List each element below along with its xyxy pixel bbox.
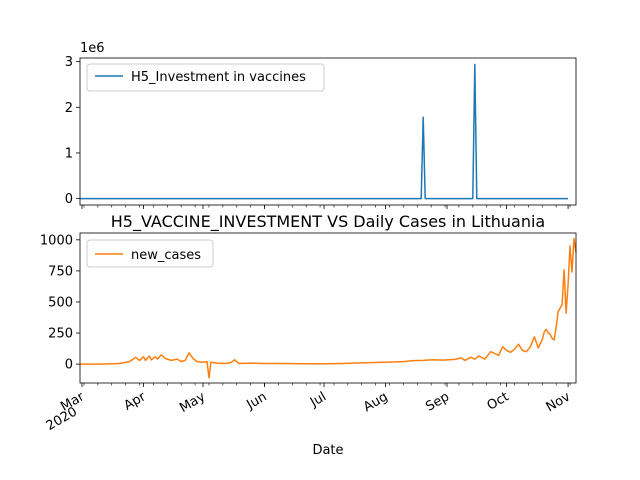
chart-title: H5_VACCINE_INVESTMENT VS Daily Cases in … [111,212,545,232]
top-legend-box [86,63,325,92]
bottom-legend-label: new_cases [131,248,201,263]
bottom-ytick-label: 500 [48,295,73,310]
bottom-y-axis: 0 250 500 750 1000 [40,233,80,373]
top-plot: 0 1 2 3 1e6 H5_Investment in vaccines [65,41,577,209]
top-ytick-label: 3 [65,55,73,70]
bottom-xtick-label: Jul [307,389,329,410]
bottom-legend: new_cases [86,239,214,268]
bottom-xtick-label: Aug [361,389,390,415]
bottom-ytick-label: 1000 [40,233,73,248]
bottom-series-line [80,237,577,379]
top-scale-label: 1e6 [80,41,105,56]
top-x-axis [81,205,571,209]
top-plot-frame [79,57,577,206]
bottom-ytick-label: 750 [48,264,73,279]
top-legend: H5_Investment in vaccines [86,63,325,92]
bottom-ytick-label: 0 [65,358,73,373]
bottom-legend-box [86,239,214,268]
x-axis-label: Date [312,443,343,458]
bottom-xtick-label: May [177,389,208,416]
top-ytick-label: 1 [65,146,73,161]
bottom-xtick-label: Nov [544,389,574,415]
top-legend-label: H5_Investment in vaccines [131,70,306,85]
top-series-group [80,63,569,200]
top-ytick-label: 2 [65,101,73,116]
bottom-ytick-label: 250 [48,327,73,342]
top-y-axis: 0 1 2 3 [65,55,80,207]
bottom-xtick-label: Oct [485,389,512,413]
bottom-xtick-label: Sep [423,389,452,414]
top-ytick-label: 0 [65,192,73,207]
top-series-line [80,63,569,200]
bottom-plot-frame [79,232,577,384]
bottom-series-group [80,237,577,379]
bottom-xtick-label: Apr [122,389,150,414]
bottom-xtick-label: Jun [244,389,270,413]
